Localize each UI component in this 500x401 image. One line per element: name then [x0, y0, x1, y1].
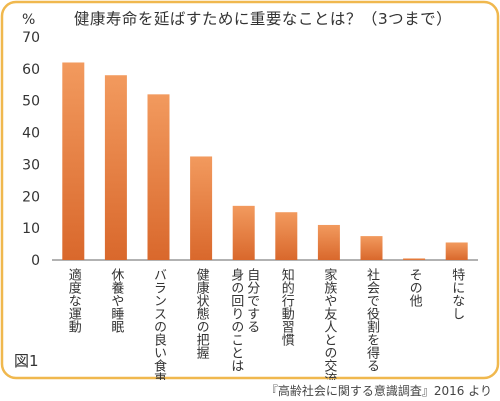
- x-category-label: 知的行動習慣: [279, 267, 295, 346]
- y-tick-label: 0: [31, 253, 40, 269]
- x-category-label: 健康状態の把握: [194, 268, 210, 360]
- x-category-label: 身の回りのことは: [228, 267, 244, 372]
- x-category-label: 社会で役割を得る: [364, 267, 380, 372]
- bar: [62, 62, 85, 260]
- chart-frame: % 0 10 20 30 40 50 60 70 適度な運動 休養や睡眠 バランスの良い食事 健康状態の…: [0, 0, 500, 380]
- y-tick-label: 30: [22, 157, 40, 173]
- x-category-label: 休養や睡眠: [108, 268, 124, 334]
- chart-title: 健康寿命を延ばすために重要なことは？（3つまで）: [73, 10, 453, 28]
- bar-chart: % 0 10 20 30 40 50 60 70 適度な運動 休養や睡眠 バランスの良い食事 健康状態の…: [22, 12, 478, 380]
- x-category-label: バランスの良い食事: [151, 268, 167, 380]
- x-category-label: 家族や友人との交流: [321, 267, 337, 380]
- y-tick-label: 50: [22, 94, 40, 110]
- x-category-label: 特になし: [449, 268, 465, 320]
- y-axis-unit-label: %: [22, 12, 35, 28]
- y-tick-label: 70: [22, 30, 40, 46]
- bar: [232, 205, 255, 260]
- y-tick-label: 60: [22, 62, 40, 78]
- x-category-label: その他: [407, 268, 423, 308]
- y-tick-label: 40: [22, 126, 40, 142]
- bar: [147, 94, 170, 260]
- bar: [104, 75, 127, 260]
- bar: [317, 224, 340, 260]
- figure-label: 図1: [14, 352, 39, 370]
- bar: [445, 242, 468, 260]
- bar: [403, 258, 426, 260]
- source-caption: 『高齢社会に関する意識調査』2016 より: [265, 384, 492, 398]
- bar: [190, 156, 213, 260]
- bar: [275, 212, 298, 260]
- x-category-label: 適度な運動: [66, 267, 82, 334]
- x-category-label: 自分でする: [244, 268, 260, 333]
- y-tick-label: 20: [22, 189, 40, 205]
- bar: [360, 236, 383, 260]
- y-tick-label: 10: [22, 221, 40, 237]
